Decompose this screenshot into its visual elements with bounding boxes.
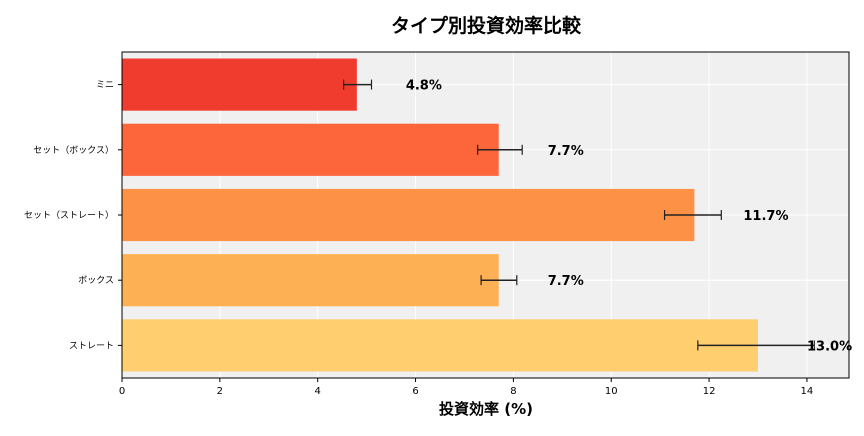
y-tick-label: ミニ bbox=[96, 81, 114, 91]
x-tick-label: 14 bbox=[801, 386, 814, 397]
plot-frame bbox=[121, 51, 850, 379]
chart-title: タイプ別投資効率比較 bbox=[391, 14, 582, 37]
bar bbox=[122, 254, 499, 307]
bar bbox=[122, 123, 499, 176]
y-tick-label: セット（ストレート） bbox=[24, 210, 114, 221]
data-label: 11.7% bbox=[743, 209, 788, 224]
x-tick-label: 6 bbox=[412, 386, 418, 397]
data-label: 13.0% bbox=[807, 339, 852, 354]
y-tick-label: ボックス bbox=[78, 275, 114, 286]
bar bbox=[122, 188, 695, 242]
x-tick-label: 8 bbox=[510, 386, 516, 397]
x-tick-label: 0 bbox=[119, 386, 125, 397]
y-tick-label: ストレート bbox=[69, 341, 114, 351]
x-tick-label: 2 bbox=[217, 386, 223, 397]
bar bbox=[122, 319, 759, 372]
x-axis-label: 投資効率 (%) bbox=[439, 400, 533, 418]
data-label: 4.8% bbox=[406, 79, 442, 94]
x-tick-label: 10 bbox=[605, 386, 618, 397]
x-tick-label: 4 bbox=[315, 386, 321, 397]
y-tick-label: セット（ボックス） bbox=[33, 145, 114, 156]
data-label: 7.7% bbox=[548, 274, 584, 289]
data-label: 7.7% bbox=[548, 144, 584, 159]
bar bbox=[122, 58, 357, 111]
x-tick-label: 12 bbox=[703, 386, 716, 397]
